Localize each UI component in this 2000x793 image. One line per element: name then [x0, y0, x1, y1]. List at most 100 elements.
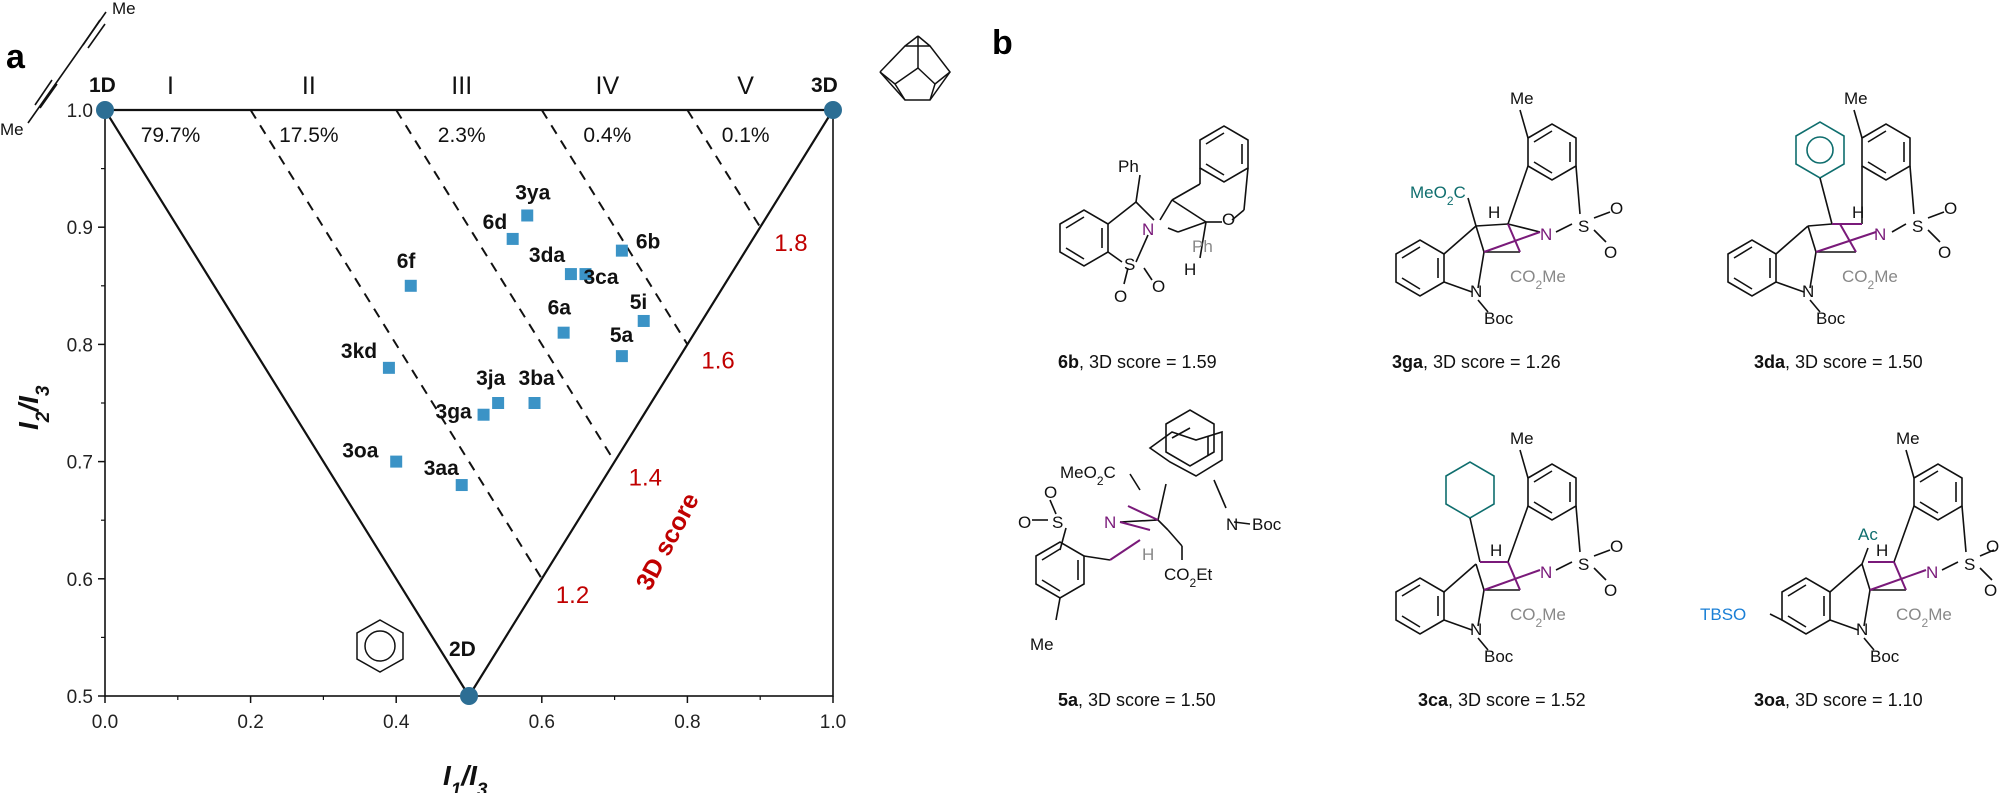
caption-3da: 3da, 3D score = 1.50	[1754, 352, 1923, 372]
caption-3ca: 3ca, 3D score = 1.52	[1418, 690, 1586, 710]
region-numeral: V	[737, 72, 754, 100]
score-label: 1.2	[556, 582, 589, 609]
svg-text:CO2Me: CO2Me	[1510, 267, 1566, 292]
corner-label-1D: 1D	[89, 74, 116, 97]
corner-dot-1D	[96, 101, 114, 119]
benzene-structure	[356, 619, 404, 673]
svg-text:O: O	[1984, 581, 1997, 600]
svg-text:S: S	[1912, 217, 1923, 236]
region-percent: 2.3%	[438, 124, 486, 147]
svg-text:CO2Et: CO2Et	[1164, 565, 1213, 590]
svg-text:H: H	[1876, 541, 1888, 560]
score-label: 1.4	[629, 465, 662, 492]
svg-text:H: H	[1852, 203, 1864, 222]
svg-text:Ac: Ac	[1858, 525, 1878, 544]
svg-text:S: S	[1964, 555, 1975, 574]
corner-label-2D: 2D	[449, 638, 476, 661]
data-label-6f: 6f	[397, 250, 417, 273]
corner-label-3D: 3D	[811, 74, 838, 97]
data-label-3ca: 3ca	[583, 266, 618, 289]
svg-text:N: N	[1226, 515, 1238, 534]
x-axis-label: I1/I3	[443, 760, 488, 793]
score-lines: 1.2 1.4 1.6 1.8	[249, 109, 808, 609]
region-percent: 0.1%	[722, 124, 770, 147]
svg-text:Me: Me	[1510, 89, 1534, 108]
caption-5a: 5a, 3D score = 1.50	[1058, 690, 1216, 710]
data-point-6b	[615, 244, 628, 257]
y-axis-ticks: 0.5 0.6 0.7 0.8 0.9 1.0	[67, 101, 105, 708]
diyne-structure	[27, 11, 107, 124]
y-tick-label: 1.0	[67, 101, 93, 122]
svg-text:CO2Me: CO2Me	[1842, 267, 1898, 292]
score-line	[686, 109, 762, 228]
region-percent: 17.5%	[279, 124, 339, 147]
svg-text:MeO2C: MeO2C	[1060, 463, 1116, 488]
data-point-3kd	[382, 361, 395, 374]
svg-text:H: H	[1184, 260, 1196, 279]
data-points: 3ya 6d 6b 3da 3ca 6f 5i 6a 5a 3kd 3ja 3ba 3ga 3oa 3aa	[341, 181, 661, 492]
region-numeral: IV	[596, 72, 620, 100]
x-tick-label: 1.0	[820, 712, 846, 733]
svg-text:N: N	[1470, 282, 1482, 301]
data-label-6a: 6a	[548, 297, 572, 320]
svg-text:O: O	[1938, 243, 1951, 262]
svg-text:MeO2C: MeO2C	[1410, 183, 1466, 208]
molecule-3oa: Me Ac H N S O O CO2Me N Boc TBSO	[1700, 429, 1999, 666]
svg-text:Me: Me	[1510, 429, 1534, 448]
corner-markers: 1D 3D 2D	[89, 74, 842, 705]
svg-text:Ph: Ph	[1192, 237, 1213, 256]
score-title: 3D score	[631, 488, 705, 594]
svg-text:N: N	[1874, 225, 1886, 244]
data-point-6d	[506, 232, 519, 245]
svg-text:H: H	[1490, 541, 1502, 560]
data-label-3ga: 3ga	[436, 401, 473, 424]
data-label-3da: 3da	[529, 244, 566, 267]
region-percent: 79.7%	[141, 124, 201, 147]
y-axis-label: I2/I3	[13, 385, 54, 430]
pmi-triangle	[103, 108, 835, 699]
x-tick-label: 0.4	[383, 712, 410, 733]
score-label: 1.8	[774, 230, 807, 257]
svg-text:TBSO: TBSO	[1700, 605, 1746, 624]
region-numeral: II	[302, 72, 316, 100]
svg-text:Boc: Boc	[1252, 515, 1282, 534]
svg-text:Boc: Boc	[1484, 647, 1514, 666]
data-label-3kd: 3kd	[341, 340, 377, 363]
adamantane-structure	[879, 35, 951, 101]
data-point-3ja	[492, 397, 505, 409]
score-line	[395, 109, 616, 463]
data-label-6d: 6d	[483, 211, 508, 234]
corner-dot-3D	[824, 101, 842, 119]
score-label: 1.6	[701, 347, 734, 374]
svg-text:N: N	[1142, 220, 1154, 239]
region-numeral: III	[451, 72, 472, 100]
molecule-5a: MeO2C O S N O H N Boc CO2Et Me	[1018, 409, 1282, 654]
svg-text:CO2Me: CO2Me	[1510, 605, 1566, 630]
region-numeral: I	[167, 72, 174, 100]
y-tick-label: 0.8	[67, 335, 93, 356]
svg-text:S: S	[1052, 513, 1063, 532]
svg-text:S: S	[1578, 217, 1589, 236]
data-point-5a	[615, 350, 628, 363]
data-point-3aa	[455, 479, 468, 492]
y-tick-label: 0.5	[67, 687, 93, 708]
svg-text:Boc: Boc	[1816, 309, 1846, 328]
svg-text:N: N	[1802, 282, 1814, 301]
svg-text:H: H	[1488, 203, 1500, 222]
data-label-6b: 6b	[636, 231, 661, 254]
svg-text:O: O	[1222, 210, 1235, 229]
svg-text:O: O	[1604, 581, 1617, 600]
x-tick-label: 0.8	[674, 712, 700, 733]
x-tick-label: 0.6	[529, 712, 555, 733]
data-label-5i: 5i	[630, 291, 648, 314]
molecule-3ga: Me MeO2C H N S O O CO2Me N Boc	[1395, 89, 1623, 328]
svg-text:CO2Me: CO2Me	[1896, 605, 1952, 630]
pmi-triangle-plot: 0.0 0.2 0.4 0.6 0.8 1.0 0.5 0.6 0.7 0.8 0.9 1.0 1.…	[67, 72, 847, 733]
svg-text:Me: Me	[1844, 89, 1868, 108]
svg-text:H: H	[1142, 545, 1154, 564]
diyne-me-top: Me	[112, 0, 136, 18]
svg-text:N: N	[1540, 225, 1552, 244]
svg-text:O: O	[1944, 199, 1957, 218]
svg-text:O: O	[1114, 287, 1127, 306]
x-tick-label: 0.0	[92, 712, 118, 733]
